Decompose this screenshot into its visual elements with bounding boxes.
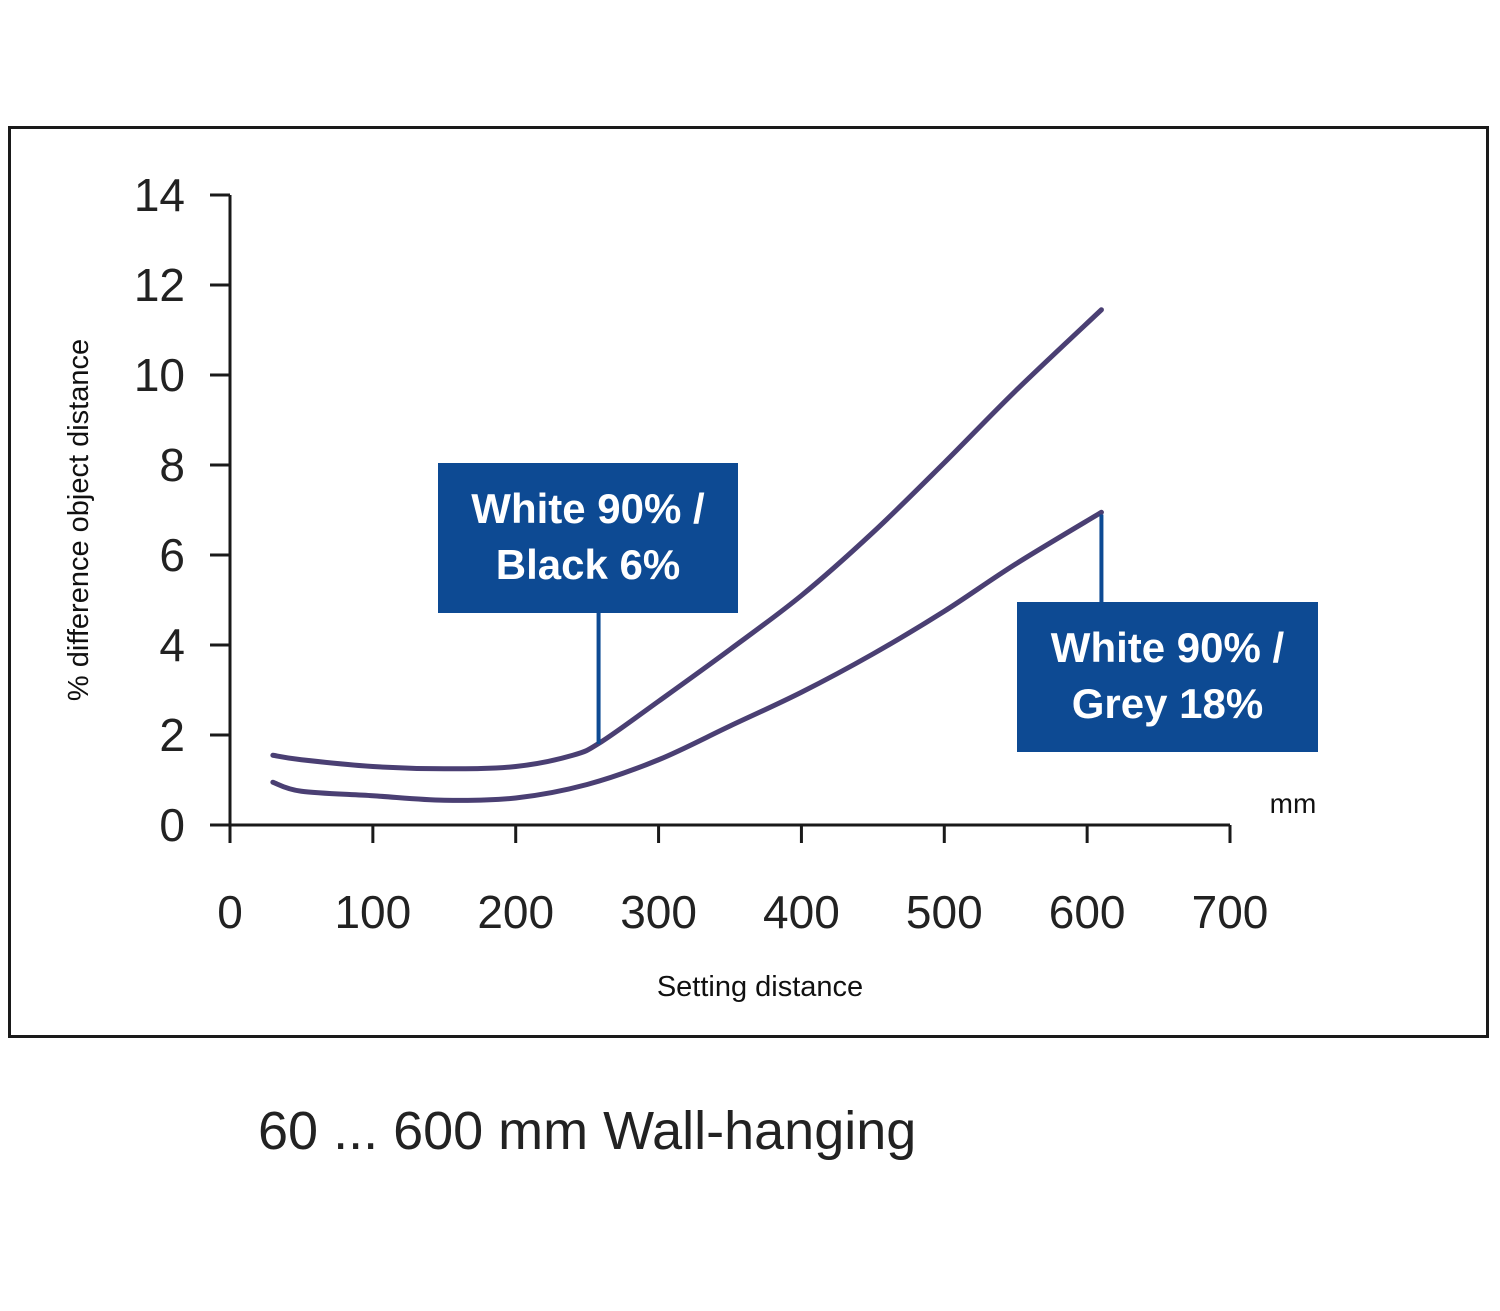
series-line-2 <box>270 509 1104 803</box>
callout-label: Black 6% <box>496 541 680 588</box>
callouts: White 90% / Black 6% White 90% / Grey 18% <box>438 463 1318 752</box>
callout-label: Grey 18% <box>1072 680 1263 727</box>
x-tick-label: 300 <box>620 886 697 938</box>
x-tick-label: 0 <box>217 886 243 938</box>
x-tick-label: 400 <box>763 886 840 938</box>
y-tick-label: 2 <box>159 709 185 761</box>
x-axis: 0 100 200 300 400 500 600 700 <box>217 823 1269 938</box>
y-axis-title: % difference object distance <box>63 339 95 701</box>
callout-box <box>438 463 738 613</box>
x-tick-label: 200 <box>477 886 554 938</box>
x-axis-title: Setting distance <box>657 971 863 1003</box>
x-tick-label: 100 <box>334 886 411 938</box>
callout-label: White 90% / <box>471 485 705 532</box>
callout-1: White 90% / Black 6% <box>438 463 738 744</box>
y-tick-label: 0 <box>159 799 185 851</box>
x-axis-unit: mm <box>1270 788 1317 819</box>
series-line-1 <box>270 307 1104 772</box>
chart-caption: 60 ... 600 mm Wall-hanging <box>258 1101 917 1161</box>
y-tick-label: 10 <box>134 349 185 401</box>
y-tick-label: 6 <box>159 529 185 581</box>
callout-label: White 90% / <box>1051 624 1285 671</box>
callout-box <box>1017 602 1318 752</box>
chart-frame <box>8 126 1489 1038</box>
y-tick-label: 4 <box>159 619 185 671</box>
y-tick-label: 14 <box>134 169 185 221</box>
y-tick-label: 12 <box>134 259 185 311</box>
y-axis: 0 2 4 6 8 10 12 14 <box>134 169 232 851</box>
callout-2: White 90% / Grey 18% <box>1017 514 1318 752</box>
y-tick-label: 8 <box>159 439 185 491</box>
series-lines <box>270 307 1104 803</box>
x-tick-label: 600 <box>1049 886 1126 938</box>
x-tick-label: 700 <box>1192 886 1269 938</box>
x-tick-label: 500 <box>906 886 983 938</box>
